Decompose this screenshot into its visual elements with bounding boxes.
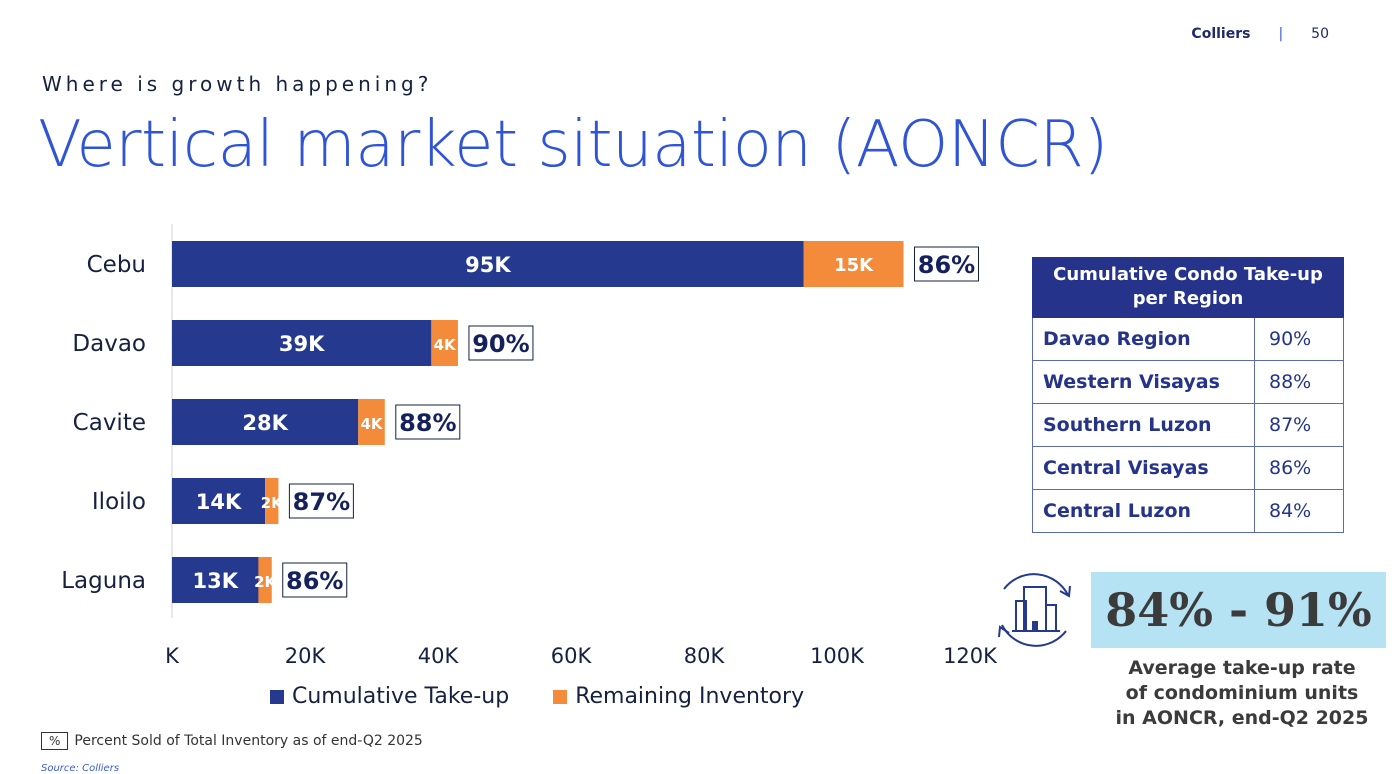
data-label-remaining-inventory: 4K (360, 415, 383, 433)
bar-remaining-inventory (265, 478, 279, 524)
table-row: Western Visayas 88% (1032, 360, 1344, 404)
table-row: Davao Region 90% (1032, 317, 1344, 361)
percent-sold-label: 86% (286, 567, 343, 595)
percent-sold-box (288, 483, 354, 519)
caption-line: in AONCR, end-Q2 2025 (1115, 707, 1369, 729)
data-label-remaining-inventory: 2K (261, 494, 284, 512)
bar-take-up (172, 320, 432, 366)
building-cycle-icon (990, 565, 1080, 655)
x-tick-label: 60K (551, 644, 593, 668)
bar-take-up (172, 478, 266, 524)
x-tick-label: 120K (943, 644, 998, 668)
region-percent: 90% (1254, 317, 1344, 361)
chart-legend: Cumulative Take-up Remaining Inventory (270, 684, 804, 709)
legend-label-take-up: Cumulative Take-up (292, 684, 510, 709)
x-tick-label: 100K (810, 644, 865, 668)
region-percent: 88% (1254, 360, 1344, 404)
data-label-remaining-inventory: 4K (434, 336, 457, 354)
takeup-range-highlight: 84% - 91% (1091, 572, 1386, 648)
x-tick-label: 80K (684, 644, 726, 668)
percent-sold-box (468, 325, 534, 361)
bar-remaining-inventory (358, 399, 385, 445)
percent-sold-label: 87% (293, 488, 350, 516)
data-label-take-up: 39K (279, 332, 325, 356)
bar-remaining-inventory (258, 557, 272, 603)
footnote: % Percent Sold of Total Inventory as of … (41, 732, 423, 750)
region-name: Davao Region (1032, 317, 1255, 361)
takeup-range-caption: Average take-up rate of condominium unit… (1098, 656, 1386, 731)
data-label-take-up: 28K (242, 411, 288, 435)
category-label: Cebu (87, 252, 146, 278)
page-number: 50 (1311, 26, 1329, 42)
category-label: Davao (72, 331, 146, 357)
region-name: Central Luzon (1032, 489, 1255, 533)
legend-swatch-inventory (553, 689, 568, 704)
x-tick-label: 40K (418, 644, 460, 668)
x-tick-label: K (165, 644, 180, 668)
region-table-header: Cumulative Condo Take-up per Region (1032, 257, 1344, 318)
bar-take-up (172, 557, 259, 603)
caption-line: of condominium units (1125, 682, 1359, 704)
percent-sold-label: 90% (472, 330, 529, 358)
region-name: Central Visayas (1032, 446, 1255, 490)
category-label: Laguna (61, 568, 146, 594)
region-name: Western Visayas (1032, 360, 1255, 404)
bar-take-up (172, 241, 804, 287)
percent-sold-box (282, 562, 348, 598)
section-kicker: Where is growth happening? (42, 72, 433, 96)
data-label-take-up: 95K (465, 253, 511, 277)
data-label-remaining-inventory: 2K (254, 573, 277, 591)
data-label-remaining-inventory: 15K (834, 255, 874, 276)
category-label: Iloilo (92, 489, 146, 515)
region-percent: 86% (1254, 446, 1344, 490)
percent-sold-box (395, 404, 461, 440)
table-row: Central Luzon 84% (1032, 489, 1344, 533)
footnote-text: Percent Sold of Total Inventory as of en… (74, 733, 423, 749)
x-tick-label: 20K (285, 644, 327, 668)
region-percent: 84% (1254, 489, 1344, 533)
brand-name: Colliers (1191, 26, 1251, 42)
data-label-take-up: 14K (196, 490, 242, 514)
legend-item-take-up: Cumulative Take-up (270, 684, 509, 709)
page-title: Vertical market situation (AONCR) (38, 108, 1108, 182)
table-row: Central Visayas 86% (1032, 446, 1344, 490)
percent-sold-box (914, 246, 979, 282)
percent-sold-label: 86% (918, 251, 975, 279)
footnote-percent-box: % (41, 732, 69, 750)
region-takeup-table: Cumulative Condo Take-up per Region Dava… (1032, 257, 1344, 533)
category-label: Cavite (73, 410, 146, 436)
percent-sold-label: 88% (399, 409, 456, 437)
header-bar: Colliers | 50 (1191, 26, 1329, 42)
bar-remaining-inventory (431, 320, 458, 366)
legend-label-inventory: Remaining Inventory (575, 684, 805, 709)
header-separator: | (1278, 26, 1284, 42)
data-label-take-up: 13K (192, 569, 238, 593)
stacked-bar-chart: Cebu 95K 15K 86% Davao 39K 4K 90% Cavite 28K 4K 88%… (61, 224, 998, 668)
legend-swatch-take-up (270, 689, 284, 704)
table-row: Southern Luzon 87% (1032, 403, 1344, 447)
region-name: Southern Luzon (1032, 403, 1255, 447)
source-note: Source: Colliers (41, 763, 120, 774)
legend-item-inventory: Remaining Inventory (553, 684, 804, 709)
bar-take-up (172, 399, 359, 445)
bar-remaining-inventory (803, 241, 904, 287)
caption-line: Average take-up rate (1128, 657, 1356, 679)
region-percent: 87% (1254, 403, 1344, 447)
